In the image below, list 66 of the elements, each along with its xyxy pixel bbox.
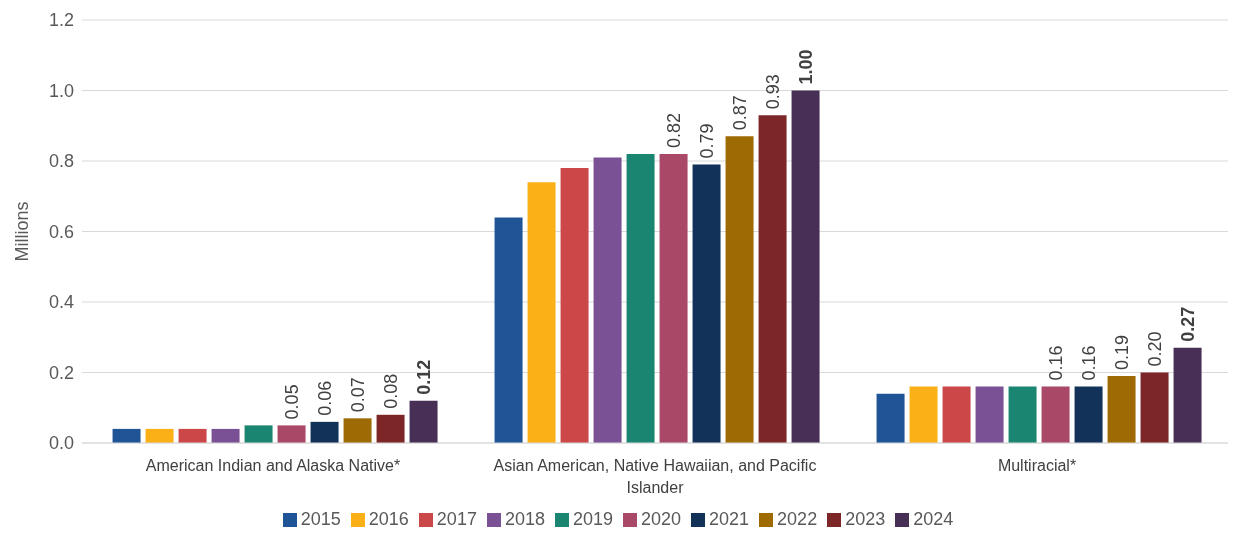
bar [626, 153, 655, 443]
data-label: 0.27 [1177, 306, 1198, 342]
bar [692, 164, 721, 443]
y-tick-label: 0.0 [48, 433, 74, 454]
bar [1041, 386, 1070, 443]
bar [725, 136, 754, 443]
legend-label: 2015 [300, 509, 341, 529]
legend-label: 2018 [504, 509, 545, 529]
legend-label: 2022 [777, 509, 818, 529]
bar [758, 115, 787, 443]
bar [494, 217, 523, 443]
legend-label: 2017 [436, 509, 477, 529]
data-label: 0.16 [1078, 345, 1099, 381]
bar [145, 428, 174, 443]
bar [1074, 386, 1103, 443]
bar [343, 418, 372, 443]
bar [527, 182, 556, 443]
bar [1140, 372, 1169, 443]
bar [1008, 386, 1037, 443]
data-label: 0.12 [413, 359, 434, 395]
data-label: 0.07 [347, 377, 368, 413]
legend-label: 2020 [641, 509, 682, 529]
x-tick-label: Asian American, Native Hawaiian, and Pacific Islander [493, 457, 817, 496]
bar [975, 386, 1004, 443]
bar [409, 400, 438, 443]
x-tick-label: American Indian and Alaska Native* [145, 457, 401, 474]
y-tick-label: 1.2 [48, 10, 74, 31]
y-axis-title: Millions [12, 201, 33, 262]
data-label: 1.00 [795, 49, 816, 85]
legend-label: 2023 [845, 509, 886, 529]
data-label: 0.06 [314, 380, 335, 416]
y-tick-label: 0.4 [48, 292, 74, 313]
y-tick-label: 0.2 [48, 362, 74, 383]
bar [211, 428, 240, 443]
x-tick-label: Multiracial* [997, 457, 1077, 474]
bar [277, 425, 306, 443]
data-label: 0.19 [1111, 334, 1132, 371]
bar [791, 90, 820, 443]
data-label: 0.16 [1045, 345, 1066, 381]
bar [876, 393, 905, 443]
data-label: 0.20 [1144, 331, 1165, 367]
bar [1173, 347, 1202, 443]
data-label: 0.93 [762, 74, 783, 110]
y-tick-label: 0.6 [48, 221, 74, 242]
legend-label: 2016 [368, 509, 409, 529]
data-label: 0.79 [696, 123, 717, 159]
bar [376, 414, 405, 443]
legend-label: 2019 [572, 509, 613, 529]
data-label: 0.08 [380, 373, 401, 409]
bar [1107, 376, 1136, 443]
y-tick-label: 1.0 [48, 80, 74, 101]
bar [310, 421, 339, 443]
bar [659, 153, 688, 443]
bar [909, 386, 938, 443]
bar [244, 425, 273, 443]
data-label: 0.87 [729, 95, 750, 131]
bar [560, 168, 589, 443]
legend-label: 2021 [709, 509, 750, 529]
legend-label: 2024 [913, 509, 954, 529]
y-tick-label: 0.8 [48, 151, 74, 172]
data-label: 0.82 [663, 112, 684, 148]
bar [112, 428, 141, 443]
bar [178, 428, 207, 443]
data-label: 0.05 [281, 384, 302, 420]
bar [593, 157, 622, 443]
bar [942, 386, 971, 443]
